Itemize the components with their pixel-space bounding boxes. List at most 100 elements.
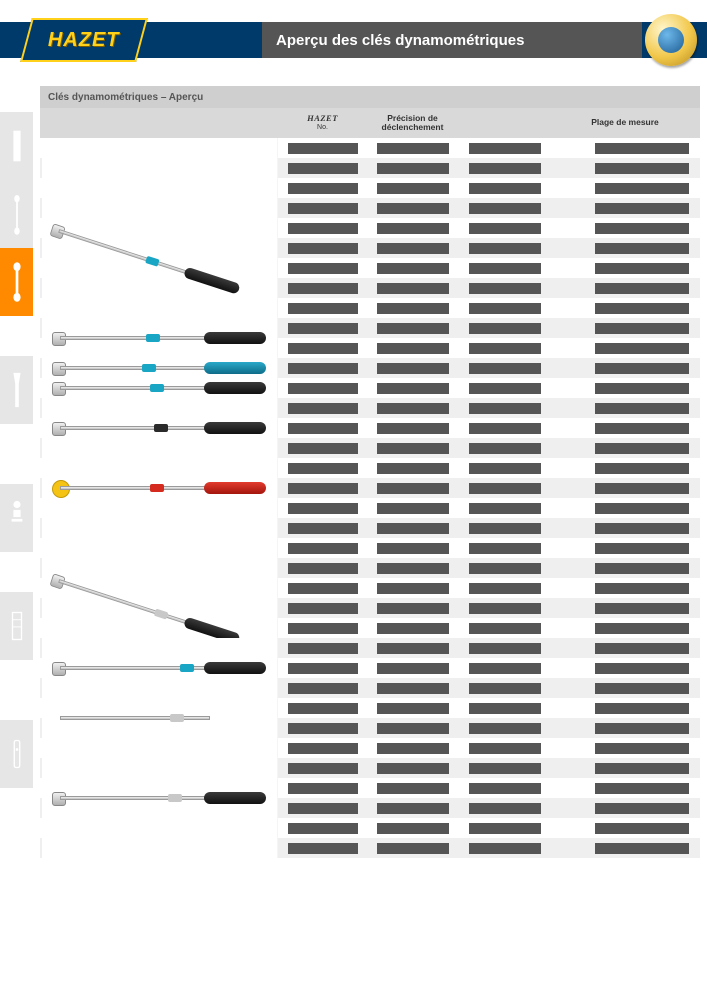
col-header-drive [460,121,550,125]
cell-no [280,598,365,618]
cell-range [550,578,700,598]
cell-drive [460,138,550,158]
cell-precision [365,618,460,638]
tab-1[interactable] [0,112,33,180]
section-banner-text: Clés dynamométriques – Aperçu [48,92,203,103]
cell-range [550,238,700,258]
cell-range [550,158,700,178]
cell-drive [460,338,550,358]
cell-precision [365,818,460,838]
cell-precision [365,498,460,518]
cell-precision [365,378,460,398]
cell-no [280,298,365,318]
cell-drive [460,418,550,438]
brand-logo-text: HAZET [48,29,120,52]
tab-6[interactable] [0,592,33,660]
cell-precision [365,318,460,338]
cell-no [280,478,365,498]
cell-range [550,518,700,538]
product-image-system-6300 [42,698,278,738]
product-image-system-5200 [42,358,278,378]
cell-drive [460,298,550,318]
tab-5[interactable] [0,484,33,552]
product-image-system-vde [42,458,278,518]
cell-drive [460,358,550,378]
cell-range [550,398,700,418]
cell-range [550,838,700,858]
cell-precision [365,798,460,818]
cell-no [280,558,365,578]
table-header-row: HAZET No. Précision de déclenchement Pla… [40,108,700,138]
cell-drive [460,258,550,278]
cell-range [550,418,700,438]
cell-range [550,378,700,398]
cell-precision [365,778,460,798]
cell-range [550,678,700,698]
cell-precision [365,338,460,358]
product-image-system-6400 [42,738,278,858]
product-image-system-5300 [42,378,278,398]
cell-no [280,378,365,398]
cell-no [280,698,365,718]
cell-precision [365,218,460,238]
product-image-system-6200 [42,638,278,698]
cell-range [550,598,700,618]
cell-drive [460,618,550,638]
cell-drive [460,178,550,198]
cell-range [550,698,700,718]
cell-range [550,798,700,818]
product-image-system-5100 [42,318,278,358]
cell-drive [460,498,550,518]
cell-no [280,418,365,438]
cell-range [550,278,700,298]
cell-no [280,518,365,538]
cell-no [280,838,365,858]
cell-drive [460,478,550,498]
cell-range [550,718,700,738]
cell-no [280,578,365,598]
cell-drive [460,838,550,858]
cell-no [280,618,365,638]
col-header-no: HAZET No. [280,112,365,133]
cell-drive [460,198,550,218]
cell-precision [365,238,460,258]
cell-range [550,438,700,458]
cell-no [280,638,365,658]
tab-3[interactable] [0,248,33,316]
cell-drive [460,718,550,738]
tab-7[interactable] [0,720,33,788]
cell-drive [460,798,550,818]
cell-drive [460,558,550,578]
page-title: Aperçu des clés dynamométriques [276,32,524,49]
cell-no [280,778,365,798]
cell-drive [460,458,550,478]
cell-range [550,538,700,558]
cell-drive [460,398,550,418]
cell-no [280,218,365,238]
cell-no [280,338,365,358]
cell-drive [460,238,550,258]
cell-no [280,178,365,198]
cell-range [550,818,700,838]
cell-drive [460,658,550,678]
cell-no [280,738,365,758]
cell-range [550,778,700,798]
tab-2[interactable] [0,180,33,248]
cell-no [280,278,365,298]
cell-range [550,738,700,758]
cell-precision [365,358,460,378]
section-banner: Clés dynamométriques – Aperçu [40,86,700,108]
cell-drive [460,818,550,838]
cell-no [280,798,365,818]
cell-precision [365,178,460,198]
cell-precision [365,298,460,318]
cell-range [550,138,700,158]
cell-precision [365,638,460,658]
cell-drive [460,218,550,238]
cell-precision [365,718,460,738]
tab-4[interactable] [0,356,33,424]
cell-range [550,478,700,498]
brand-logo: HAZET [20,18,148,62]
cell-precision [365,578,460,598]
cell-range [550,298,700,318]
